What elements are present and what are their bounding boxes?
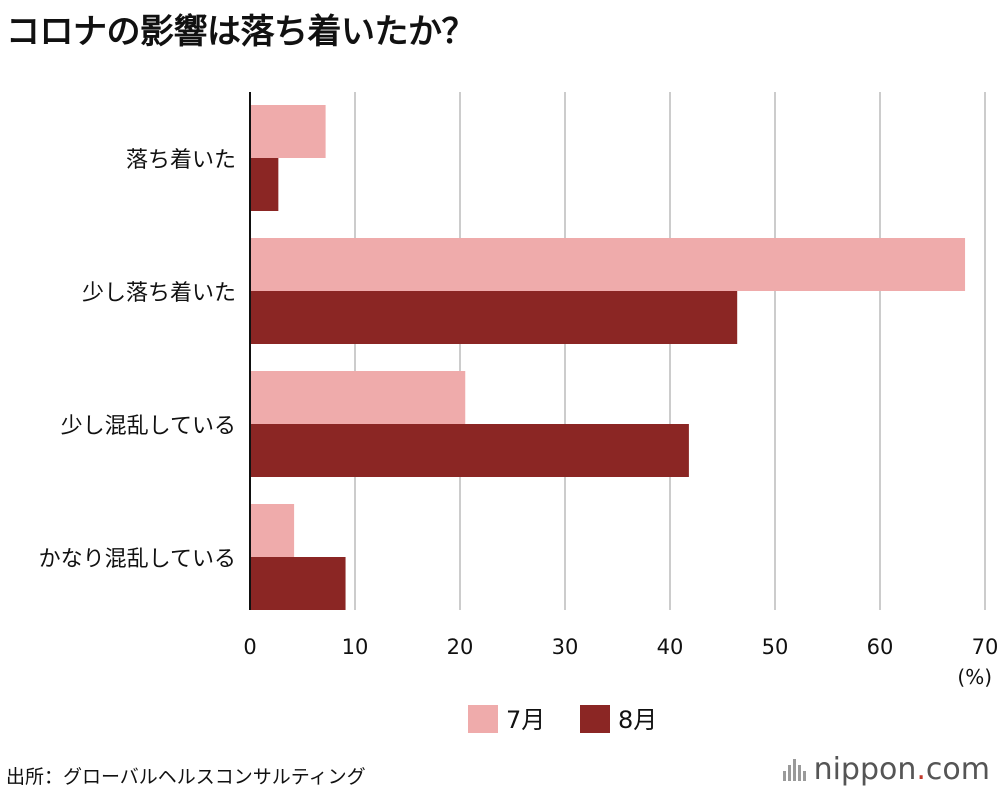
bar-2-3 — [250, 424, 689, 477]
x-tick-label-4: 40 — [657, 635, 684, 659]
category-label-3: 少し混乱している — [61, 414, 236, 439]
legend-swatch-2 — [580, 705, 610, 733]
brand-bars-icon — [782, 758, 806, 781]
brand-logo: nippon. com — [782, 752, 990, 787]
x-tick-label-6: 60 — [867, 635, 894, 659]
source-note: 出所：グローバルヘルスコンサルティング — [6, 766, 366, 788]
x-tick-label-5: 50 — [762, 635, 789, 659]
bar-2-2 — [250, 291, 738, 344]
x-tick-label-7: 70 — [972, 635, 999, 659]
legend-label-2: 8月 — [618, 706, 657, 734]
bar-1-3 — [250, 371, 466, 424]
chart-title: コロナの影響は落ち着いたか？ — [6, 12, 476, 52]
category-label-4: かなり混乱している — [39, 547, 236, 572]
bar-1-1 — [250, 105, 326, 158]
x-tick-label-2: 20 — [447, 635, 474, 659]
category-label-1: 落ち着いた — [126, 148, 236, 173]
x-tick-label-1: 10 — [342, 635, 369, 659]
x-tick-label-0: 0 — [243, 635, 256, 659]
bar-2-1 — [250, 158, 279, 211]
x-unit-label: (%) — [957, 665, 992, 689]
legend-swatch-1 — [468, 705, 498, 733]
brand-name: nippon — [813, 752, 917, 787]
brand-suffix: com — [925, 752, 990, 787]
category-label-2: 少し落ち着いた — [82, 281, 236, 306]
brand-dot: . — [916, 752, 926, 787]
bar-1-2 — [250, 238, 966, 291]
bar-1-4 — [250, 504, 295, 557]
x-tick-label-3: 30 — [552, 635, 579, 659]
bar-2-4 — [250, 557, 346, 610]
legend-label-1: 7月 — [506, 706, 545, 734]
